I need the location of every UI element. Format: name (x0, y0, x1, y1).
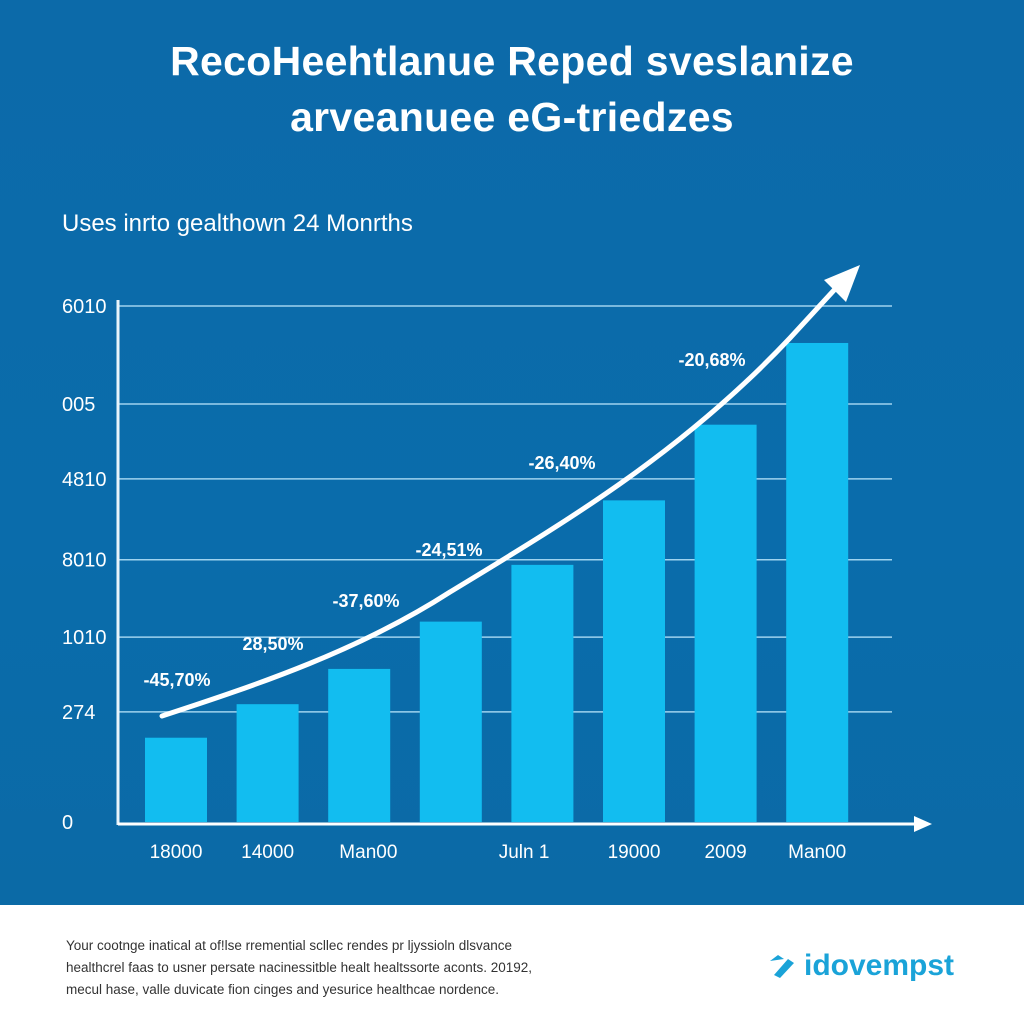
bar (236, 704, 299, 822)
bar (603, 500, 665, 822)
x-tick-label: 2009 (704, 842, 746, 863)
footer: Your cootnge inatical at of!lse rrementi… (0, 905, 1024, 1024)
y-tick-label: 274 (62, 702, 95, 724)
footer-line: healthcrel faas to usner persate nacines… (66, 960, 533, 975)
chart-title-line-1: RecoHeehtlanue Reped sveslanize (170, 38, 854, 84)
bar (419, 621, 482, 822)
footer-line: mecul hase, valle duvicate fion cinges a… (66, 982, 500, 997)
percent-change-label: -20,68% (678, 350, 745, 370)
y-tick-label: 8010 (62, 550, 107, 572)
trend-line (159, 285, 839, 719)
percent-change-label: -24,51% (415, 540, 482, 560)
percent-change-label: -45,70% (143, 670, 210, 690)
bar (145, 737, 207, 822)
bar (328, 668, 391, 822)
brand-name: idovempst (804, 949, 955, 982)
y-tick-label: 6010 (62, 296, 107, 318)
percent-change-label: -37,60% (332, 591, 399, 611)
x-tick-label: Juln 1 (499, 842, 550, 863)
footer-line: Your cootnge inatical at of!lse rrementi… (66, 938, 512, 953)
x-tick-label: 14000 (241, 842, 294, 863)
y-tick-label: 1010 (62, 627, 107, 649)
x-tick-label: 18000 (150, 842, 203, 863)
brand-logo: idovempst (768, 949, 954, 983)
x-tick-label: 19000 (608, 842, 661, 863)
percent-change-label: 28,50% (242, 634, 303, 654)
bar (786, 342, 849, 822)
x-tick-label: Man00 (339, 842, 397, 863)
trend-arrow-icon (824, 265, 860, 302)
percent-change-label: -26,40% (528, 453, 595, 473)
y-tick-label: 005 (62, 394, 95, 416)
y-tick-label: 4810 (62, 469, 107, 491)
x-axis-arrow-icon (914, 816, 932, 832)
bar (511, 564, 574, 822)
brand-mark-icon (770, 955, 794, 978)
x-tick-label: Man00 (788, 842, 846, 863)
chart-subtitle: Uses inrto gealthown 24 Monrths (62, 210, 413, 237)
chart-title-line-2: arveanuee eG-triedzes (290, 94, 734, 140)
y-tick-label: 0 (62, 812, 73, 834)
bar (694, 424, 757, 822)
footer-text: Your cootnge inatical at of!lse rrementi… (66, 935, 586, 1001)
bar-chart: 6010 005 4810 8010 1010 274 0 18000 14000 Man00 J… (62, 265, 932, 863)
